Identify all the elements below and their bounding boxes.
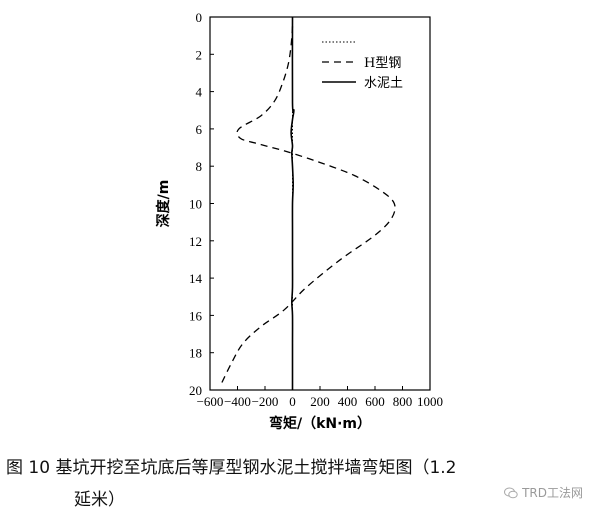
ticks: −600 −400 −200 0 200 400 600 800 1000 0 2 4 6 8 10 12 14… xyxy=(189,10,443,409)
y-tick-label: 6 xyxy=(196,122,203,137)
y-tick-label: 18 xyxy=(189,346,202,361)
x-tick-label: 800 xyxy=(393,394,413,409)
x-tick-label: 400 xyxy=(338,394,358,409)
x-axis-label: 弯矩/（kN·m） xyxy=(269,415,371,432)
x-tick-label: 200 xyxy=(310,394,330,409)
legend-label: 水泥土 xyxy=(364,76,403,91)
y-tick-label: 10 xyxy=(189,197,202,212)
x-tick-label: −200 xyxy=(252,394,279,409)
series-line-solid xyxy=(290,16,295,390)
legend-label: H型钢 xyxy=(364,56,401,71)
wechat-icon xyxy=(504,487,518,498)
series-line-dashed xyxy=(220,26,396,385)
watermark: TRD工法网 xyxy=(504,484,583,501)
x-tick-label: −600 xyxy=(197,394,224,409)
x-tick-label: 1000 xyxy=(417,394,443,409)
series xyxy=(220,16,396,390)
y-tick-label: 0 xyxy=(196,10,203,25)
y-tick-label: 16 xyxy=(189,308,203,323)
plot-frame xyxy=(209,16,431,391)
y-tick-label: 12 xyxy=(189,234,202,249)
x-tick-label: −400 xyxy=(224,394,251,409)
y-axis-label: 深度/m xyxy=(155,180,172,228)
chart: −600 −400 −200 0 200 400 600 800 1000 0 2 4 6 8 10 12 14… xyxy=(155,10,443,432)
y-tick-label: 14 xyxy=(189,271,203,286)
x-tick-label: 600 xyxy=(365,394,385,409)
figure-caption: 图 10 基坑开挖至坑底后等厚型钢水泥土搅拌墙弯矩图（1.2 延米） xyxy=(6,452,601,516)
y-tick-label: 8 xyxy=(196,159,203,174)
watermark-text: TRD工法网 xyxy=(522,486,583,500)
y-tick-label: 20 xyxy=(189,383,202,398)
caption-line-1: 图 10 基坑开挖至坑底后等厚型钢水泥土搅拌墙弯矩图（1.2 xyxy=(6,458,457,478)
caption-line-2: 延米） xyxy=(74,490,125,510)
y-tick-label: 2 xyxy=(196,47,203,62)
x-tick-label: 0 xyxy=(289,394,296,409)
y-tick-label: 4 xyxy=(196,85,203,100)
